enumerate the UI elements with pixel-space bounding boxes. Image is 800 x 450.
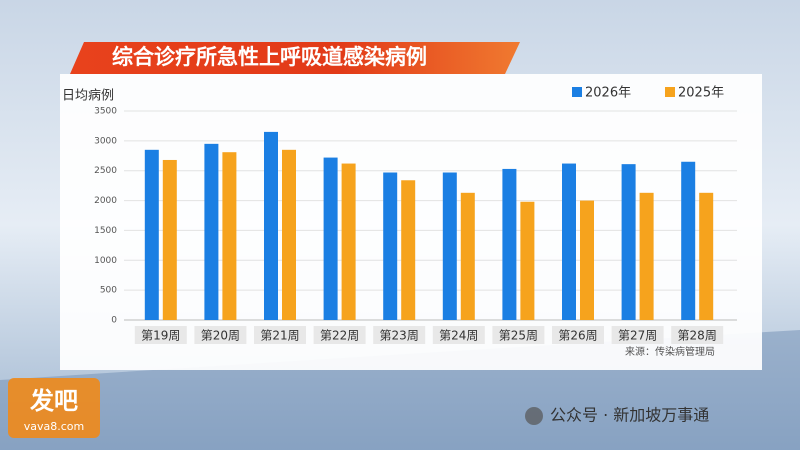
x-tick-label: 第26周	[558, 329, 597, 343]
bar	[222, 152, 237, 320]
category-chip	[671, 326, 724, 344]
bar	[639, 192, 654, 320]
y-tick-label: 2500	[94, 166, 117, 176]
category-chip	[611, 326, 664, 344]
category-chip	[313, 326, 366, 344]
category-chip	[194, 326, 247, 344]
legend-swatch	[665, 87, 675, 97]
legend-label: 2026年	[585, 86, 631, 101]
bar	[383, 172, 398, 320]
x-tick-label: 第23周	[380, 329, 419, 343]
source: 来源：传染病管理局	[625, 345, 715, 358]
account: 公众号 · 新加坡万事通	[550, 406, 709, 425]
bar	[162, 159, 177, 320]
category-chip	[552, 326, 604, 344]
bar	[204, 143, 219, 320]
y-tick-label: 3000	[94, 136, 117, 146]
bar	[323, 157, 338, 320]
bar	[460, 192, 475, 320]
bar	[621, 164, 636, 320]
y-tick-label: 1500	[94, 226, 117, 236]
y-tick-label: 2000	[94, 196, 117, 206]
x-tick-label: 第24周	[439, 329, 478, 343]
bar	[681, 161, 696, 320]
category-chip	[432, 326, 485, 344]
chart-title: 综合诊疗所急性上呼吸道感染病例	[112, 45, 427, 69]
y-tick-label: 0	[111, 316, 117, 326]
legend-swatch	[572, 87, 582, 97]
y-tick-label: 1000	[94, 256, 117, 266]
bar	[282, 149, 296, 320]
category-chip	[254, 326, 306, 344]
bar	[401, 180, 416, 320]
x-tick-label: 第28周	[678, 329, 717, 343]
y-tick-label: 500	[100, 286, 117, 296]
title-banner	[70, 42, 520, 74]
x-tick-label: 第21周	[260, 329, 299, 343]
bar	[562, 163, 576, 320]
bar	[264, 131, 278, 320]
x-tick-label: 第25周	[499, 329, 538, 343]
bar	[442, 172, 457, 320]
bar	[502, 168, 517, 320]
category-chip	[373, 326, 426, 344]
bar	[580, 200, 594, 320]
bar	[341, 163, 356, 320]
x-tick-label: 第27周	[618, 329, 657, 343]
logo-box	[8, 378, 100, 438]
x-tick-label: 第22周	[320, 329, 359, 343]
bar	[699, 192, 714, 320]
category-chip	[492, 326, 545, 344]
y-tick-label: 3500	[94, 107, 117, 117]
wechat-icon	[525, 407, 543, 425]
logo: 发吧	[29, 387, 78, 415]
site: vava8.com	[24, 420, 85, 433]
y-axis-label: 日均病例	[62, 89, 114, 104]
category-chip	[134, 326, 187, 344]
x-tick-label: 第19周	[141, 329, 180, 343]
bar	[144, 149, 159, 320]
legend-label: 2025年	[678, 86, 724, 101]
x-tick-label: 第20周	[201, 329, 240, 343]
bar	[520, 201, 535, 320]
